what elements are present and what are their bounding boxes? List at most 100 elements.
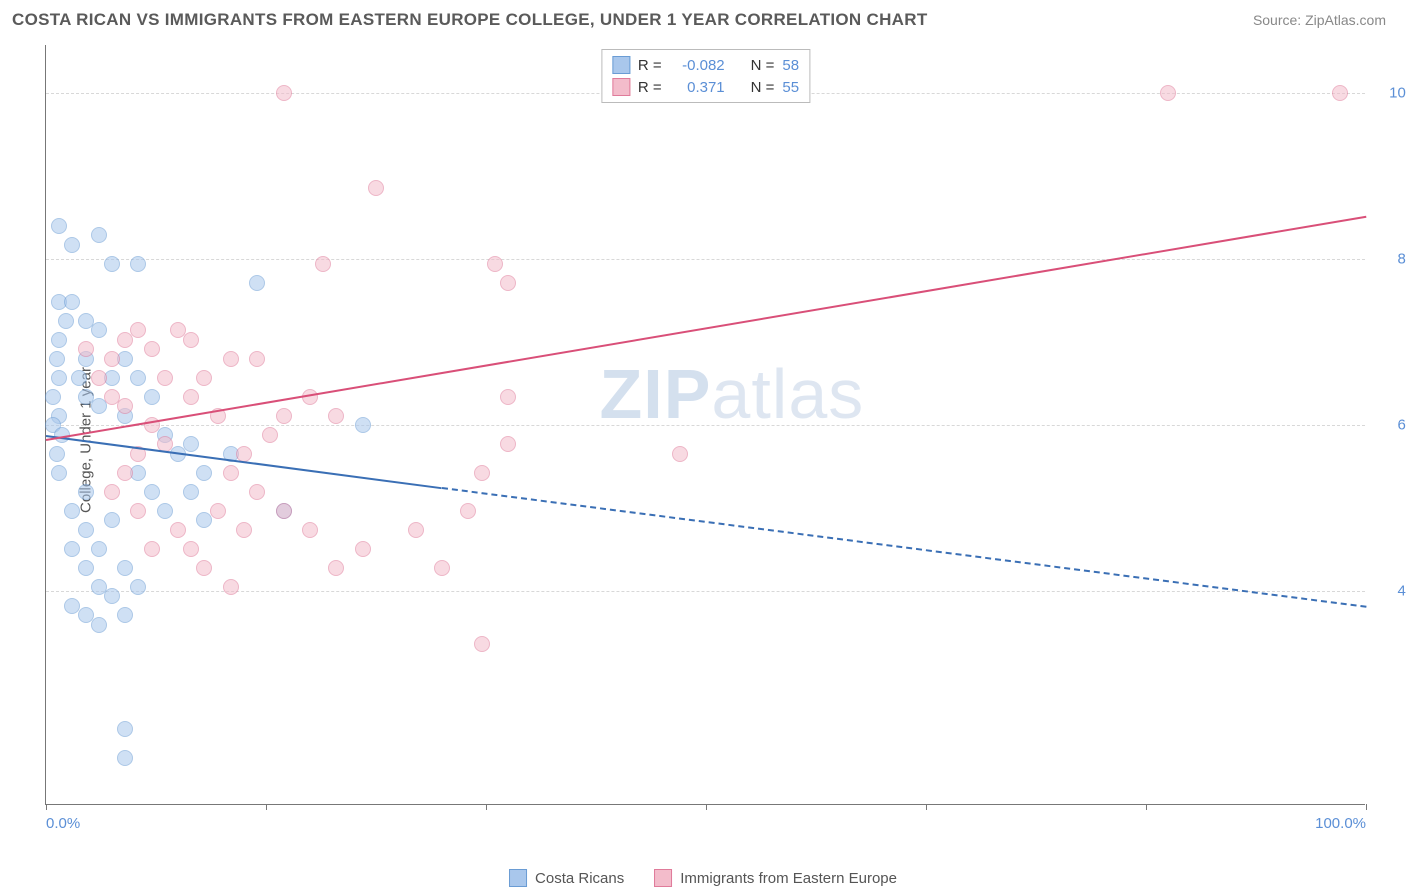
- scatter-point: [302, 522, 318, 538]
- scatter-point: [328, 560, 344, 576]
- scatter-point: [51, 332, 67, 348]
- scatter-point: [249, 484, 265, 500]
- scatter-point: [487, 256, 503, 272]
- scatter-point: [315, 256, 331, 272]
- trend-line: [442, 487, 1366, 608]
- scatter-point: [71, 370, 87, 386]
- scatter-point: [355, 541, 371, 557]
- scatter-point: [130, 322, 146, 338]
- legend-r-label: R =: [638, 57, 662, 74]
- x-tick: [46, 804, 47, 810]
- legend-stat-row: R = -0.082 N = 58: [612, 54, 799, 76]
- scatter-point: [144, 484, 160, 500]
- scatter-point: [434, 560, 450, 576]
- scatter-point: [117, 560, 133, 576]
- scatter-point: [91, 227, 107, 243]
- x-tick: [1366, 804, 1367, 810]
- scatter-point: [117, 750, 133, 766]
- scatter-point: [236, 522, 252, 538]
- scatter-point: [45, 389, 61, 405]
- scatter-point: [183, 541, 199, 557]
- x-tick-label: 0.0%: [46, 815, 80, 832]
- y-tick-label: 47.5%: [1375, 583, 1406, 600]
- scatter-point: [64, 237, 80, 253]
- scatter-point: [210, 503, 226, 519]
- scatter-point: [460, 503, 476, 519]
- legend-label: Immigrants from Eastern Europe: [680, 870, 897, 887]
- legend-r-value: -0.082: [670, 57, 725, 74]
- y-tick-label: 65.0%: [1375, 417, 1406, 434]
- legend-stat-row: R =0.371N =55: [612, 76, 799, 98]
- scatter-point: [196, 370, 212, 386]
- plot-area: ZIPatlas R =-0.082N =58R =0.371N =55 100…: [45, 45, 1365, 805]
- scatter-point: [157, 503, 173, 519]
- scatter-point: [58, 313, 74, 329]
- legend-swatch: [612, 56, 630, 74]
- legend-r-label: R =: [638, 79, 662, 96]
- x-tick: [706, 804, 707, 810]
- scatter-point: [144, 341, 160, 357]
- y-tick-label: 100.0%: [1375, 84, 1406, 101]
- scatter-point: [276, 408, 292, 424]
- legend-n-label: N =: [751, 57, 775, 74]
- scatter-point: [276, 503, 292, 519]
- scatter-point: [276, 85, 292, 101]
- scatter-point: [130, 503, 146, 519]
- scatter-point: [104, 588, 120, 604]
- scatter-point: [117, 721, 133, 737]
- legend-n-value: 58: [782, 57, 799, 74]
- gridline: [46, 591, 1365, 592]
- scatter-point: [183, 332, 199, 348]
- scatter-point: [170, 522, 186, 538]
- legend-item: Costa Ricans: [509, 869, 624, 887]
- trend-line: [46, 435, 442, 489]
- scatter-point: [249, 275, 265, 291]
- x-tick: [926, 804, 927, 810]
- scatter-point: [474, 636, 490, 652]
- scatter-point: [130, 579, 146, 595]
- scatter-point: [249, 351, 265, 367]
- scatter-point: [157, 370, 173, 386]
- scatter-point: [51, 465, 67, 481]
- scatter-point: [64, 541, 80, 557]
- x-tick: [486, 804, 487, 810]
- scatter-point: [104, 351, 120, 367]
- scatter-point: [144, 389, 160, 405]
- x-tick: [266, 804, 267, 810]
- legend-bottom: Costa Ricans Immigrants from Eastern Euro…: [509, 869, 897, 887]
- x-tick-label: 100.0%: [1315, 815, 1366, 832]
- scatter-point: [183, 436, 199, 452]
- scatter-point: [91, 617, 107, 633]
- scatter-point: [236, 446, 252, 462]
- watermark: ZIPatlas: [599, 354, 864, 434]
- scatter-point: [183, 389, 199, 405]
- scatter-point: [500, 389, 516, 405]
- legend-n-label: N =: [751, 79, 775, 96]
- x-tick: [1146, 804, 1147, 810]
- scatter-point: [183, 484, 199, 500]
- scatter-point: [672, 446, 688, 462]
- scatter-point: [328, 408, 344, 424]
- header: COSTA RICAN VS IMMIGRANTS FROM EASTERN E…: [0, 0, 1406, 36]
- gridline: [46, 425, 1365, 426]
- scatter-point: [91, 322, 107, 338]
- source-label: Source: ZipAtlas.com: [1253, 12, 1386, 28]
- scatter-point: [78, 560, 94, 576]
- scatter-point: [223, 351, 239, 367]
- scatter-point: [223, 579, 239, 595]
- scatter-point: [130, 370, 146, 386]
- scatter-point: [1160, 85, 1176, 101]
- trend-line: [46, 216, 1366, 441]
- legend-swatch: [654, 869, 672, 887]
- scatter-point: [64, 294, 80, 310]
- scatter-point: [117, 465, 133, 481]
- scatter-point: [355, 417, 371, 433]
- scatter-point: [500, 275, 516, 291]
- scatter-point: [144, 541, 160, 557]
- scatter-point: [262, 427, 278, 443]
- legend-label: Costa Ricans: [535, 870, 624, 887]
- scatter-point: [368, 180, 384, 196]
- scatter-point: [117, 332, 133, 348]
- scatter-point: [196, 560, 212, 576]
- scatter-point: [223, 465, 239, 481]
